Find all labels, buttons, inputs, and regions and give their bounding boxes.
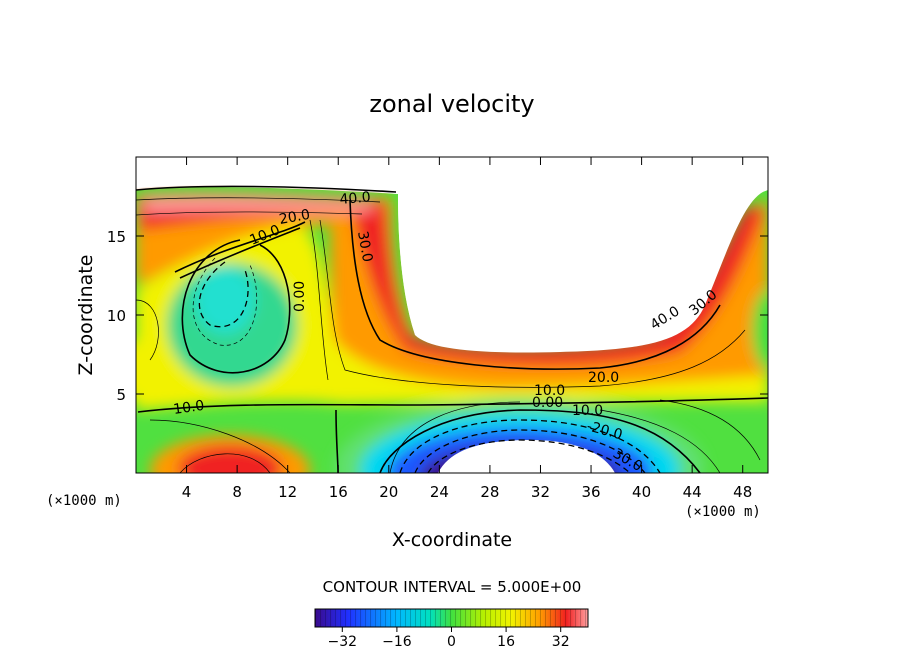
colorbar-tick-label: 16	[497, 634, 515, 650]
z-tick-label: 15	[107, 228, 126, 246]
colorbar-tick-label: −16	[382, 634, 412, 650]
x-tick-label: 8	[232, 483, 242, 501]
x-tick-label: 16	[329, 483, 348, 501]
colorbar: −32 −16 0 16 32	[314, 608, 589, 650]
x-axis: 4 8 12 16 20 24 28 32 36 40 44 48	[182, 157, 752, 501]
plot-field	[136, 157, 768, 473]
colorbar-tick-label: −32	[328, 634, 358, 650]
z-axis: 5 10 15	[107, 228, 768, 404]
contour-label: 20.0	[278, 207, 311, 228]
contour-interval-label: CONTOUR INTERVAL = 5.000E+00	[323, 578, 582, 596]
y-axis-title: Z-coordinate	[75, 255, 97, 376]
x-axis-title: X-coordinate	[392, 529, 512, 551]
contour-label: 10.0	[572, 403, 603, 419]
contour-label: 10.0	[172, 398, 205, 418]
x-unit-label-left: (×1000 m)	[46, 493, 122, 509]
colorbar-tick-label: 32	[552, 634, 570, 650]
x-tick-label: 28	[480, 483, 499, 501]
x-tick-label: 32	[531, 483, 550, 501]
z-tick-label: 5	[116, 386, 126, 404]
x-tick-label: 36	[581, 483, 600, 501]
x-tick-label: 44	[683, 483, 702, 501]
z-tick-label: 10	[107, 307, 126, 325]
x-tick-label: 48	[733, 483, 752, 501]
contour-label: 0.00	[532, 395, 563, 411]
contour-label: 10.0	[534, 383, 565, 399]
x-tick-label: 4	[182, 483, 192, 501]
chart-title: zonal velocity	[369, 90, 534, 118]
x-tick-label: 12	[278, 483, 297, 501]
contour-label: 20.0	[588, 370, 619, 386]
contour-label: 40.0	[339, 189, 371, 208]
colorbar-tick-label: 0	[447, 634, 456, 650]
contour-label: 0.00	[292, 281, 308, 312]
x-tick-label: 24	[430, 483, 449, 501]
contour-label: 30.0	[354, 230, 375, 263]
x-tick-label: 40	[632, 483, 651, 501]
x-unit-label-right: (×1000 m)	[685, 504, 761, 520]
x-tick-label: 20	[379, 483, 398, 501]
